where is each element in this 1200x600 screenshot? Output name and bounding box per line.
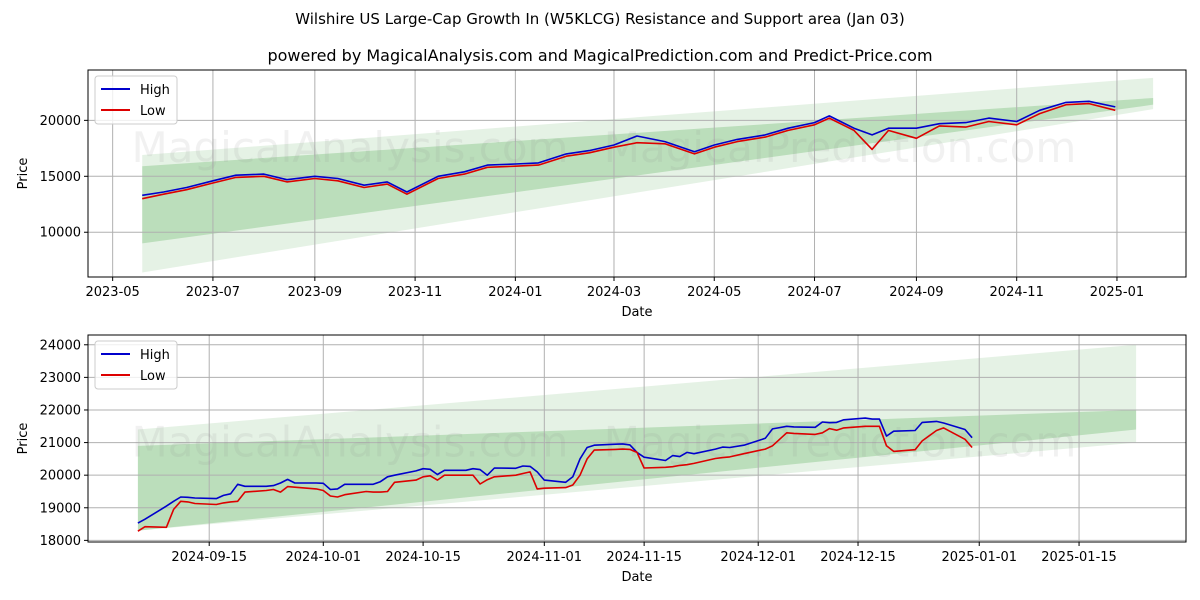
chart-subtitle: powered by MagicalAnalysis.com and Magic…: [267, 46, 933, 65]
legend: High Low: [94, 340, 178, 390]
chart-1: MagicalAnalysis.com MagicalPrediction.com…: [16, 69, 1187, 320]
x-axis-label: Date: [621, 305, 652, 320]
series-line-high: [142, 100, 1116, 197]
x-tick-label: 2023-11: [388, 285, 442, 300]
x-tick-label: 2024-05: [687, 285, 741, 300]
y-axis-label: Price: [16, 158, 31, 190]
x-tick-label: 2025-01-15: [1041, 550, 1117, 565]
x-tick-label: 2024-10-15: [385, 550, 461, 565]
y-tick-label: 22000: [40, 403, 81, 418]
x-tick-label: 2024-11: [990, 285, 1044, 300]
x-tick-label: 2024-09-15: [171, 550, 247, 565]
legend-label-high: High: [140, 83, 170, 98]
y-tick-label: 20000: [40, 469, 81, 484]
plot-area: MagicalAnalysis.com MagicalPrediction.com: [88, 335, 1186, 542]
inner-band: [137, 409, 1137, 531]
series-line-low: [142, 102, 1116, 200]
x-tick-label: 2024-03: [587, 285, 641, 300]
x-tick-label: 2024-07: [787, 285, 841, 300]
y-axis-label: Price: [16, 423, 31, 455]
y-tick-label: 19000: [40, 501, 81, 516]
y-tick-label: 10000: [40, 226, 81, 241]
plot-area: MagicalAnalysis.com MagicalPrediction.com: [88, 70, 1186, 277]
x-tick-label: 2025-01-01: [941, 550, 1017, 565]
x-tick-label: 2024-01: [488, 285, 542, 300]
watermark-text: MagicalAnalysis.com: [132, 418, 569, 467]
series-line-high: [137, 417, 973, 524]
x-tick-label: 2023-05: [85, 285, 139, 300]
legend-label-low: Low: [140, 369, 166, 384]
legend-label-high: High: [140, 348, 170, 363]
legend: High Low: [94, 75, 178, 125]
x-tick-label: 2023-09: [288, 285, 342, 300]
x-tick-label: 2024-11-01: [507, 550, 583, 565]
axes-frame: [87, 69, 1187, 278]
x-tick-label: 2025-01: [1090, 285, 1144, 300]
y-tick-label: 24000: [40, 338, 81, 353]
x-tick-label: 2024-11-15: [606, 550, 682, 565]
y-tick-label: 21000: [40, 436, 81, 451]
x-tick-label: 2024-10-01: [286, 550, 362, 565]
y-tick-label: 18000: [40, 534, 81, 549]
y-tick-label: 20000: [40, 114, 81, 129]
x-tick-label: 2024-12-01: [720, 550, 796, 565]
x-tick-label: 2024-12-15: [820, 550, 896, 565]
watermark-text: MagicalPrediction.com: [604, 418, 1077, 467]
y-tick-label: 15000: [40, 170, 81, 185]
x-tick-label: 2023-07: [186, 285, 240, 300]
legend-label-low: Low: [140, 104, 166, 119]
x-tick-label: 2024-09: [889, 285, 943, 300]
x-axis-label: Date: [621, 570, 652, 585]
chart-title: Wilshire US Large-Cap Growth In (W5KLCG)…: [295, 10, 905, 28]
watermark-text: MagicalAnalysis.com: [132, 123, 569, 172]
series-line-low: [137, 425, 973, 532]
chart-2: MagicalAnalysis.com MagicalPrediction.com…: [16, 334, 1187, 585]
y-tick-label: 23000: [40, 371, 81, 386]
axes-frame: [87, 334, 1187, 543]
